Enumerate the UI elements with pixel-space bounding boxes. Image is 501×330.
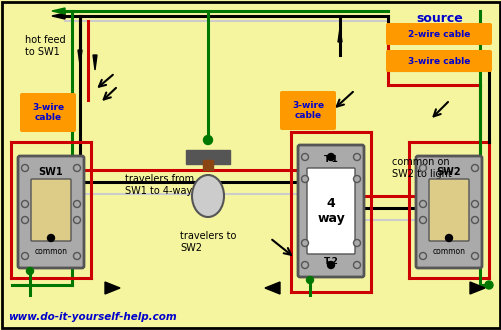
Polygon shape <box>93 55 97 70</box>
Circle shape <box>73 252 80 259</box>
Text: common: common <box>35 248 67 256</box>
Circle shape <box>48 235 55 242</box>
Text: hot feed
to SW1: hot feed to SW1 <box>25 35 66 57</box>
Text: www.do-it-yourself-help.com: www.do-it-yourself-help.com <box>8 312 176 322</box>
FancyBboxPatch shape <box>31 179 71 241</box>
Circle shape <box>470 252 477 259</box>
Circle shape <box>203 136 212 145</box>
Circle shape <box>419 164 426 172</box>
Polygon shape <box>52 13 65 19</box>
FancyBboxPatch shape <box>385 23 491 45</box>
Text: T-2: T-2 <box>323 257 338 267</box>
Circle shape <box>27 268 34 275</box>
FancyBboxPatch shape <box>18 156 84 268</box>
Circle shape <box>419 252 426 259</box>
Text: SW2: SW2 <box>436 167 460 177</box>
Circle shape <box>73 201 80 208</box>
Circle shape <box>22 252 29 259</box>
FancyBboxPatch shape <box>385 50 491 72</box>
Polygon shape <box>105 282 120 294</box>
Circle shape <box>73 164 80 172</box>
FancyBboxPatch shape <box>428 179 468 241</box>
Text: 4
way: 4 way <box>317 197 344 225</box>
Text: common on
SW2 to light: common on SW2 to light <box>391 157 451 179</box>
Circle shape <box>22 201 29 208</box>
Circle shape <box>444 235 451 242</box>
Text: 3-wire
cable: 3-wire cable <box>292 101 324 120</box>
Text: 3-wire cable: 3-wire cable <box>407 56 469 65</box>
Bar <box>202 160 212 170</box>
Circle shape <box>419 201 426 208</box>
Text: travelers from
SW1 to 4-way: travelers from SW1 to 4-way <box>125 174 194 196</box>
FancyBboxPatch shape <box>307 168 354 254</box>
Text: 2-wire cable: 2-wire cable <box>407 29 469 39</box>
Text: source: source <box>416 12 462 24</box>
Ellipse shape <box>191 175 223 217</box>
Polygon shape <box>78 50 82 65</box>
Text: T-1: T-1 <box>323 155 338 164</box>
Circle shape <box>470 201 477 208</box>
Circle shape <box>22 164 29 172</box>
Circle shape <box>353 176 360 182</box>
Polygon shape <box>337 28 341 42</box>
Polygon shape <box>469 282 484 294</box>
Circle shape <box>73 216 80 223</box>
Polygon shape <box>265 282 280 294</box>
Circle shape <box>22 216 29 223</box>
Circle shape <box>353 261 360 269</box>
Circle shape <box>327 261 334 269</box>
Circle shape <box>484 281 492 289</box>
Circle shape <box>301 261 308 269</box>
FancyBboxPatch shape <box>280 91 335 130</box>
Circle shape <box>470 216 477 223</box>
Circle shape <box>301 240 308 247</box>
FancyBboxPatch shape <box>20 93 76 132</box>
Text: common: common <box>432 248 464 256</box>
Text: travelers to
SW2: travelers to SW2 <box>180 231 236 253</box>
Circle shape <box>327 153 334 160</box>
Polygon shape <box>52 8 65 14</box>
Circle shape <box>470 164 477 172</box>
Circle shape <box>301 176 308 182</box>
Circle shape <box>301 153 308 160</box>
FancyBboxPatch shape <box>298 145 363 277</box>
Circle shape <box>353 240 360 247</box>
Text: 3-wire
cable: 3-wire cable <box>32 103 64 122</box>
Circle shape <box>353 153 360 160</box>
Circle shape <box>306 277 313 283</box>
Text: SW1: SW1 <box>39 167 63 177</box>
FancyBboxPatch shape <box>415 156 481 268</box>
Circle shape <box>419 216 426 223</box>
Bar <box>186 150 229 164</box>
